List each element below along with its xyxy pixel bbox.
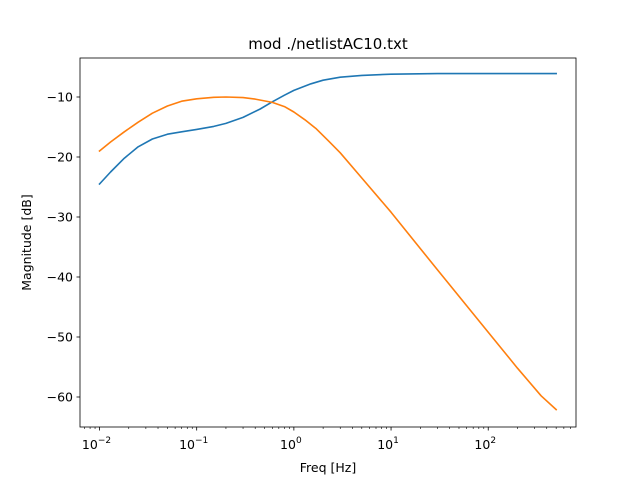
x-axis-label: Freq [Hz] bbox=[300, 460, 356, 475]
plot-frame bbox=[79, 57, 577, 428]
y-axis-ticks: −10 −20 −30 −40 −50 −60 bbox=[47, 90, 80, 405]
x-tick-label: 10−2 bbox=[82, 436, 111, 452]
x-axis-ticks: 10−2 10−1 100 101 102 bbox=[82, 427, 571, 452]
x-tick-label: 10−1 bbox=[179, 436, 208, 452]
series-line-2 bbox=[98, 96, 558, 411]
y-axis-label: Magnitude [dB] bbox=[19, 194, 34, 290]
x-tick-label: 102 bbox=[474, 436, 496, 452]
series-line-1 bbox=[98, 72, 557, 186]
plot-series bbox=[98, 72, 558, 411]
y-tick-label: −60 bbox=[47, 390, 73, 405]
x-tick-label: 101 bbox=[377, 436, 399, 452]
x-tick-label: 100 bbox=[280, 436, 302, 452]
y-tick-label: −20 bbox=[47, 150, 73, 165]
chart-title: mod ./netlistAC10.txt bbox=[248, 35, 408, 53]
y-tick-label: −10 bbox=[47, 90, 73, 105]
y-tick-label: −40 bbox=[47, 270, 73, 285]
y-tick-label: −30 bbox=[47, 210, 73, 225]
y-tick-label: −50 bbox=[47, 330, 73, 345]
